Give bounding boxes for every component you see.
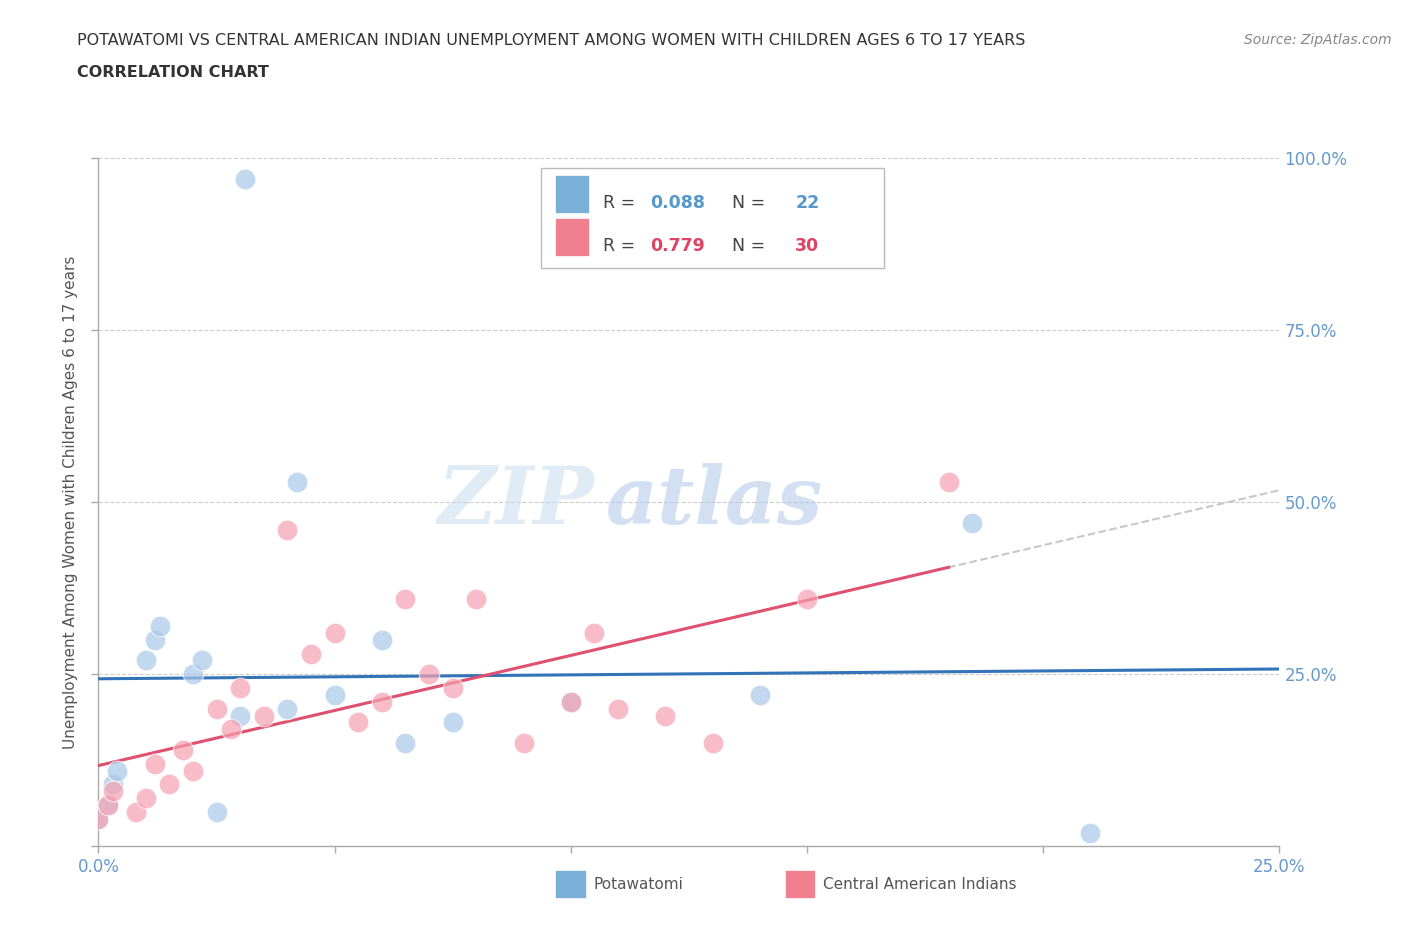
Point (101, 784, 124, 799)
Text: R =: R = (603, 237, 641, 255)
Text: ZIP: ZIP (437, 463, 595, 541)
Point (87, 811, 110, 826)
Point (938, 474, 960, 489)
Point (323, 626, 346, 641)
Point (229, 708, 252, 723)
Point (441, 715, 464, 730)
Point (233, 171, 256, 186)
Text: N =: N = (721, 194, 770, 212)
Point (748, 687, 770, 702)
Point (371, 632, 394, 647)
Point (394, 736, 416, 751)
Point (654, 708, 676, 723)
Point (323, 687, 346, 702)
Point (205, 701, 228, 716)
Point (125, 804, 148, 819)
Point (1080, 825, 1102, 840)
Point (702, 736, 724, 751)
Point (181, 764, 204, 778)
Point (87, 811, 110, 826)
Point (796, 591, 818, 606)
Point (101, 777, 124, 791)
Point (512, 736, 534, 751)
Text: N =: N = (721, 237, 770, 255)
Point (191, 653, 214, 668)
FancyBboxPatch shape (541, 168, 884, 268)
FancyBboxPatch shape (555, 870, 586, 898)
Point (229, 681, 252, 696)
Point (205, 804, 228, 819)
Point (276, 701, 298, 716)
Point (560, 695, 582, 710)
Text: 30: 30 (796, 237, 820, 255)
Point (143, 756, 166, 771)
Point (253, 708, 276, 723)
Text: CORRELATION CHART: CORRELATION CHART (77, 65, 269, 80)
Point (97, 798, 120, 813)
Point (172, 742, 194, 757)
Point (157, 777, 180, 791)
Point (97, 798, 120, 813)
Point (560, 695, 582, 710)
Text: 22: 22 (796, 194, 820, 212)
Point (105, 764, 128, 778)
Point (276, 523, 298, 538)
Point (607, 701, 630, 716)
Point (143, 632, 166, 647)
Point (285, 474, 308, 489)
Point (181, 667, 204, 682)
Point (441, 681, 464, 696)
Point (299, 646, 322, 661)
Text: Potawatomi: Potawatomi (593, 877, 683, 892)
Point (347, 715, 370, 730)
Text: 0.088: 0.088 (650, 194, 704, 212)
Text: R =: R = (603, 194, 641, 212)
FancyBboxPatch shape (555, 176, 589, 213)
Point (135, 790, 157, 805)
Point (219, 722, 242, 737)
Point (465, 591, 488, 606)
Y-axis label: Unemployment Among Women with Children Ages 6 to 17 years: Unemployment Among Women with Children A… (63, 256, 79, 749)
FancyBboxPatch shape (555, 219, 589, 257)
FancyBboxPatch shape (785, 870, 815, 898)
Text: 0.779: 0.779 (650, 237, 704, 255)
Point (149, 618, 172, 633)
Text: Source: ZipAtlas.com: Source: ZipAtlas.com (1244, 33, 1392, 46)
Text: Central American Indians: Central American Indians (823, 877, 1017, 892)
Text: atlas: atlas (606, 463, 824, 541)
Point (135, 653, 157, 668)
Text: POTAWATOMI VS CENTRAL AMERICAN INDIAN UNEMPLOYMENT AMONG WOMEN WITH CHILDREN AGE: POTAWATOMI VS CENTRAL AMERICAN INDIAN UN… (77, 33, 1026, 47)
Point (371, 695, 394, 710)
Point (394, 591, 416, 606)
Point (418, 667, 440, 682)
Point (583, 626, 606, 641)
Point (962, 515, 984, 530)
